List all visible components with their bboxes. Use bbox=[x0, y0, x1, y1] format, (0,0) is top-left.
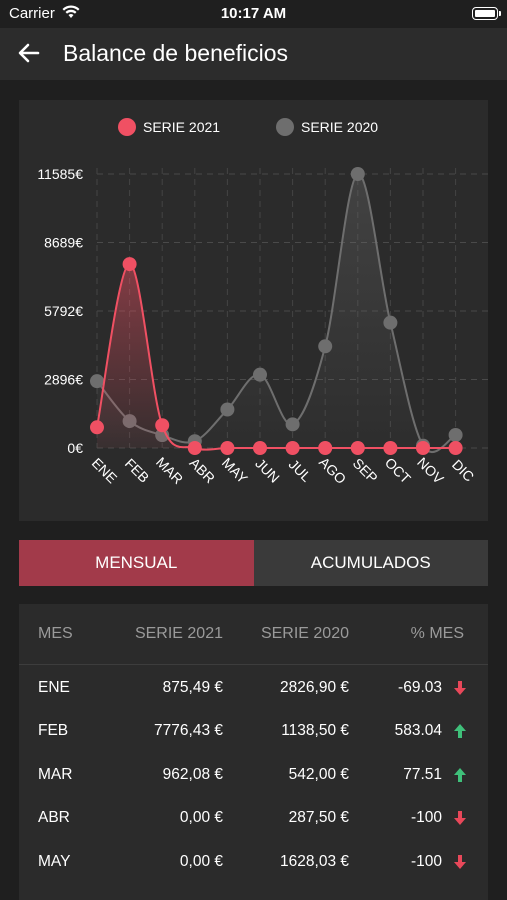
x-tick-label: ENE bbox=[89, 455, 121, 487]
series-2020-point bbox=[318, 339, 333, 354]
x-tick-label: FEB bbox=[122, 455, 153, 486]
series-2020-point bbox=[220, 402, 235, 417]
y-tick-label: 8689€ bbox=[44, 234, 83, 250]
series-2020-point bbox=[448, 427, 463, 442]
table-row: FEB 7776,43 € 1138,50 € 583.04 bbox=[19, 710, 488, 754]
table-body: ENE 875,49 € 2826,90 € -69.03 FEB 7776,43 € 11… bbox=[19, 665, 488, 884]
row-pct-mes: -69.03 bbox=[398, 678, 442, 696]
series-2021-point bbox=[383, 441, 398, 455]
series-2021-point bbox=[90, 420, 104, 435]
series-2020-point bbox=[253, 367, 267, 382]
series-2021-point bbox=[318, 441, 333, 455]
row-serie-2021: 0,00 € bbox=[179, 809, 223, 827]
tab-acumulados[interactable]: ACUMULADOS bbox=[253, 540, 488, 586]
row-serie-2020: 1628,03 € bbox=[280, 852, 349, 870]
row-serie-2021: 0,00 € bbox=[179, 852, 223, 870]
row-mes: ABR bbox=[38, 809, 70, 827]
legend-marker bbox=[276, 118, 294, 136]
page-title: Balance de beneficios bbox=[63, 40, 289, 66]
row-mes: MAY bbox=[38, 852, 71, 870]
monthly-table: MES SERIE 2021 SERIE 2020 % MES ENE 875,4… bbox=[19, 604, 488, 900]
series-2021-point bbox=[416, 441, 430, 455]
chart-canvas: 0€2896€5792€8689€11585€ ENE FEB MAR ABR MAY J… bbox=[37, 118, 488, 487]
series-2021-point bbox=[187, 441, 202, 455]
x-tick-label: JUN bbox=[252, 455, 283, 486]
series-2021-point bbox=[253, 441, 267, 455]
series-2020-point bbox=[350, 167, 365, 181]
series-2021-point bbox=[285, 441, 300, 455]
tab-mensual[interactable]: MENSUAL bbox=[19, 540, 254, 586]
header-pct-mes: % MES bbox=[410, 625, 464, 642]
row-mes: ENE bbox=[38, 678, 70, 696]
x-tick-label: AGO bbox=[316, 454, 349, 487]
wifi-icon bbox=[62, 5, 80, 18]
x-tick-label: NOV bbox=[414, 454, 447, 487]
row-serie-2020: 542,00 € bbox=[288, 765, 349, 783]
series-2021-point bbox=[350, 441, 365, 455]
series-2021-point bbox=[220, 441, 235, 455]
header-serie-2021: SERIE 2021 bbox=[134, 625, 223, 642]
y-tick-label: 0€ bbox=[67, 440, 83, 456]
arrow-up-icon bbox=[452, 753, 468, 797]
nav-bar: Balance de beneficios bbox=[0, 28, 507, 80]
table-row: ENE 875,49 € 2826,90 € -69.03 bbox=[19, 666, 488, 710]
series-2020-point bbox=[383, 315, 398, 330]
legend-label: SERIE 2021 bbox=[143, 119, 220, 135]
x-tick-label: MAR bbox=[153, 454, 186, 487]
series-2020-area bbox=[97, 173, 456, 453]
row-serie-2021: 962,08 € bbox=[162, 765, 223, 783]
y-tick-label: 11585€ bbox=[37, 166, 83, 182]
y-tick-label: 5792€ bbox=[44, 303, 83, 319]
balance-chart: 0€ 2896€ 5792€ 8689€ 11585€ ENE FEB MAR ABR MAY J… bbox=[19, 100, 488, 521]
legend-label: SERIE 2020 bbox=[301, 119, 378, 135]
status-bar: Carrier 10:17 AM bbox=[0, 0, 507, 28]
status-time: 10:17 AM bbox=[220, 5, 287, 22]
series-2021-point bbox=[448, 441, 463, 455]
x-tick-label: MAY bbox=[219, 454, 251, 486]
carrier-label: Carrier bbox=[9, 5, 55, 22]
series-2021-point bbox=[155, 418, 170, 433]
series-2021-area bbox=[97, 264, 456, 450]
table-header: MES SERIE 2021 SERIE 2020 % MES bbox=[19, 604, 488, 665]
legend-marker bbox=[118, 118, 136, 136]
row-serie-2020: 2826,90 € bbox=[280, 678, 349, 696]
row-serie-2021: 875,49 € bbox=[162, 678, 223, 696]
x-tick-label: DIC bbox=[449, 456, 477, 484]
x-tick-label: OCT bbox=[382, 454, 415, 487]
x-tick-label: JUL bbox=[286, 456, 315, 485]
x-tick-label: SEP bbox=[350, 455, 381, 486]
battery-icon bbox=[472, 7, 501, 20]
header-mes: MES bbox=[38, 625, 73, 642]
row-pct-mes: 77.51 bbox=[403, 765, 442, 783]
series-2021-point bbox=[122, 257, 137, 272]
series-2020-point bbox=[285, 417, 300, 432]
table-row: MAY 0,00 € 1628,03 € -100 bbox=[19, 840, 488, 884]
row-pct-mes: 583.04 bbox=[394, 722, 442, 740]
row-mes: MAR bbox=[38, 765, 73, 783]
arrow-down-icon bbox=[452, 666, 468, 710]
row-serie-2021: 7776,43 € bbox=[154, 722, 223, 740]
arrow-left-icon[interactable] bbox=[16, 40, 42, 66]
series-2020-point bbox=[90, 374, 104, 389]
arrow-down-icon bbox=[452, 840, 468, 884]
period-segmented-control: MENSUAL ACUMULADOS bbox=[19, 540, 488, 586]
row-serie-2020: 1138,50 € bbox=[281, 722, 349, 740]
y-tick-label: 2896€ bbox=[44, 372, 83, 388]
arrow-down-icon bbox=[452, 797, 468, 841]
table-row: ABR 0,00 € 287,50 € -100 bbox=[19, 797, 488, 841]
arrow-up-icon bbox=[452, 710, 468, 754]
row-pct-mes: -100 bbox=[410, 809, 442, 827]
x-tick-label: ABR bbox=[186, 455, 218, 487]
row-mes: FEB bbox=[38, 722, 69, 740]
table-row: MAR 962,08 € 542,00 € 77.51 bbox=[19, 753, 488, 797]
row-pct-mes: -100 bbox=[410, 852, 442, 870]
header-serie-2020: SERIE 2020 bbox=[260, 625, 349, 642]
row-serie-2020: 287,50 € bbox=[288, 809, 349, 827]
